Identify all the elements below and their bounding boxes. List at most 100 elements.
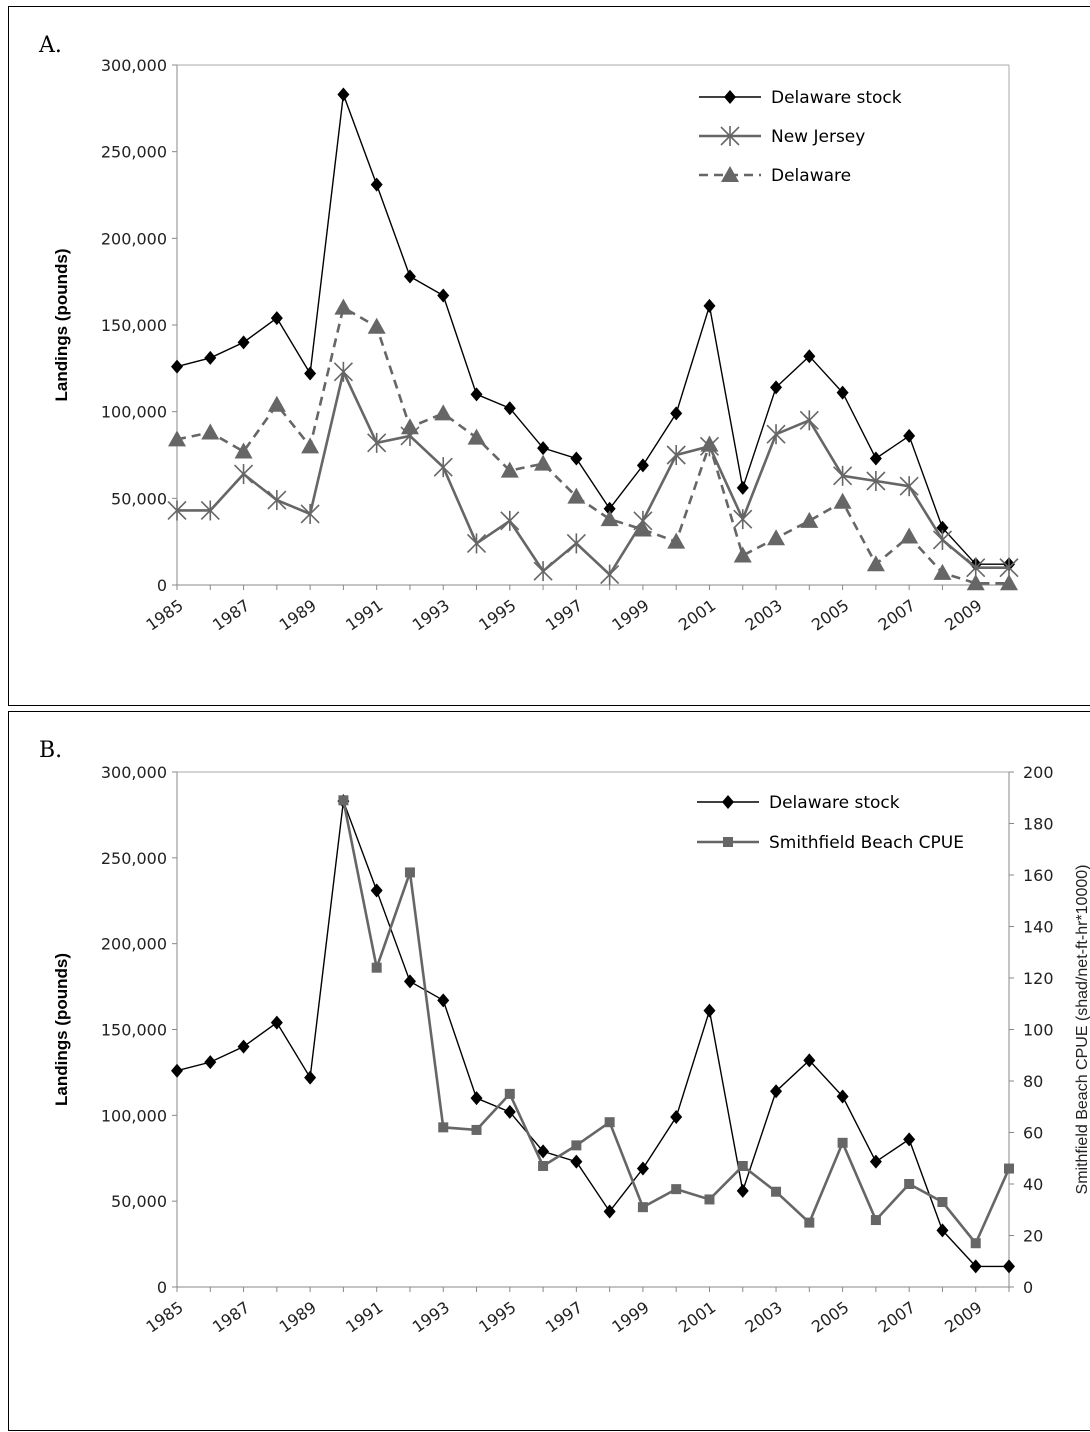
x-tick-label: 2005 bbox=[808, 596, 852, 635]
data-point bbox=[237, 335, 250, 350]
y2-tick-label: 120 bbox=[1023, 969, 1054, 988]
data-point bbox=[168, 430, 186, 447]
series-line bbox=[176, 94, 1009, 565]
data-point bbox=[633, 520, 652, 537]
axes-a: 0 50,000 100,000 150,000 200,000 250,000 300,0… bbox=[52, 56, 1010, 635]
data-point bbox=[233, 464, 254, 485]
x-tick-label: 1999 bbox=[608, 596, 652, 635]
x-tick-label: 1991 bbox=[342, 596, 386, 635]
series-line bbox=[176, 305, 1009, 585]
x-tick-label: 1991 bbox=[342, 1298, 386, 1337]
data-point bbox=[370, 883, 383, 898]
y2-tick-label: 180 bbox=[1023, 815, 1054, 834]
data-point bbox=[636, 1161, 649, 1176]
data-point bbox=[833, 465, 853, 486]
data-point bbox=[737, 1160, 748, 1171]
data-point bbox=[337, 87, 350, 102]
data-point bbox=[503, 1104, 516, 1119]
y2-tick-label: 0 bbox=[1023, 1278, 1033, 1297]
data-point bbox=[866, 471, 886, 491]
data-point bbox=[670, 1110, 683, 1125]
legend-a: Delaware stock New Jersey Delaware bbox=[699, 88, 902, 186]
data-point bbox=[470, 1091, 483, 1106]
data-point bbox=[433, 457, 453, 478]
data-point bbox=[766, 424, 786, 445]
data-point bbox=[267, 395, 286, 412]
data-point bbox=[403, 974, 416, 989]
data-point bbox=[666, 445, 686, 465]
data-point bbox=[799, 410, 819, 431]
data-point bbox=[970, 1238, 981, 1249]
data-point bbox=[733, 509, 753, 530]
data-point bbox=[870, 1215, 881, 1226]
data-point bbox=[704, 1194, 715, 1205]
chart-a: 0 50,000 100,000 150,000 200,000 250,000 300,0… bbox=[52, 56, 1019, 635]
data-point bbox=[371, 962, 382, 973]
data-point bbox=[470, 387, 483, 402]
data-point bbox=[367, 432, 387, 453]
data-point bbox=[936, 1223, 949, 1238]
data-point bbox=[767, 529, 786, 546]
data-point bbox=[403, 269, 416, 284]
y2-tick-label: 80 bbox=[1023, 1072, 1043, 1091]
panel-label-b: B. bbox=[39, 738, 63, 763]
data-point bbox=[1000, 574, 1018, 591]
data-point bbox=[903, 428, 916, 443]
data-point bbox=[636, 458, 649, 473]
x-tick-label: 2001 bbox=[675, 596, 719, 635]
data-point bbox=[932, 529, 953, 550]
data-point bbox=[567, 487, 586, 504]
data-point bbox=[937, 1197, 948, 1208]
y-tick-label: 200,000 bbox=[101, 229, 167, 248]
data-point bbox=[437, 288, 450, 303]
y2-axis-title: Smithfield Beach CPUE (shad/net-ft-hr*10… bbox=[1074, 865, 1090, 1195]
x-tick-label: 2009 bbox=[941, 1298, 985, 1337]
data-point bbox=[804, 1217, 815, 1228]
data-point bbox=[866, 555, 885, 572]
x-tick-label: 1989 bbox=[276, 1298, 320, 1337]
data-point bbox=[1004, 1163, 1014, 1174]
data-point bbox=[736, 1183, 749, 1198]
data-point bbox=[338, 795, 349, 806]
data-point bbox=[604, 1117, 615, 1128]
data-point bbox=[267, 490, 287, 511]
data-point bbox=[537, 1144, 550, 1159]
data-point bbox=[969, 1259, 982, 1274]
data-point bbox=[603, 1204, 616, 1219]
y-tick-label: 300,000 bbox=[101, 56, 167, 75]
y-tick-label: 150,000 bbox=[101, 1021, 167, 1040]
series-line bbox=[342, 800, 1011, 1246]
x-tick-label: 2003 bbox=[742, 596, 786, 635]
data-point bbox=[201, 423, 220, 440]
data-point bbox=[367, 317, 386, 334]
series-smithfield-beach-cpue bbox=[338, 795, 1014, 1249]
x-tick-label: 2005 bbox=[808, 1298, 852, 1337]
data-point bbox=[304, 366, 317, 381]
data-point bbox=[204, 1055, 217, 1070]
data-point bbox=[670, 406, 683, 421]
data-point bbox=[770, 380, 783, 395]
y-tick-label: 250,000 bbox=[101, 143, 167, 162]
data-point bbox=[736, 480, 749, 495]
data-point bbox=[936, 520, 949, 535]
data-point bbox=[334, 298, 353, 315]
series-delaware-stock bbox=[171, 87, 1015, 572]
x-tick-label: 1989 bbox=[276, 596, 320, 635]
data-point bbox=[438, 1122, 449, 1133]
data-point bbox=[833, 492, 852, 509]
series-delaware bbox=[168, 298, 1018, 591]
y2-tick-label: 200 bbox=[1023, 763, 1054, 782]
data-point bbox=[503, 401, 516, 416]
data-point bbox=[471, 1124, 482, 1135]
legend-marker bbox=[720, 126, 740, 146]
series-line bbox=[177, 367, 1009, 577]
data-point bbox=[437, 993, 450, 1008]
x-tick-label: 1997 bbox=[542, 596, 586, 635]
y-tick-label: 50,000 bbox=[111, 1192, 167, 1211]
data-point bbox=[538, 1160, 549, 1171]
data-point bbox=[200, 500, 220, 521]
data-point bbox=[803, 1053, 816, 1068]
data-point bbox=[733, 546, 752, 563]
x-tick-label: 1995 bbox=[475, 596, 519, 635]
panel-b: B. 0 50,000 100,000 150,000 200,000 250,000 30… bbox=[8, 711, 1090, 1431]
